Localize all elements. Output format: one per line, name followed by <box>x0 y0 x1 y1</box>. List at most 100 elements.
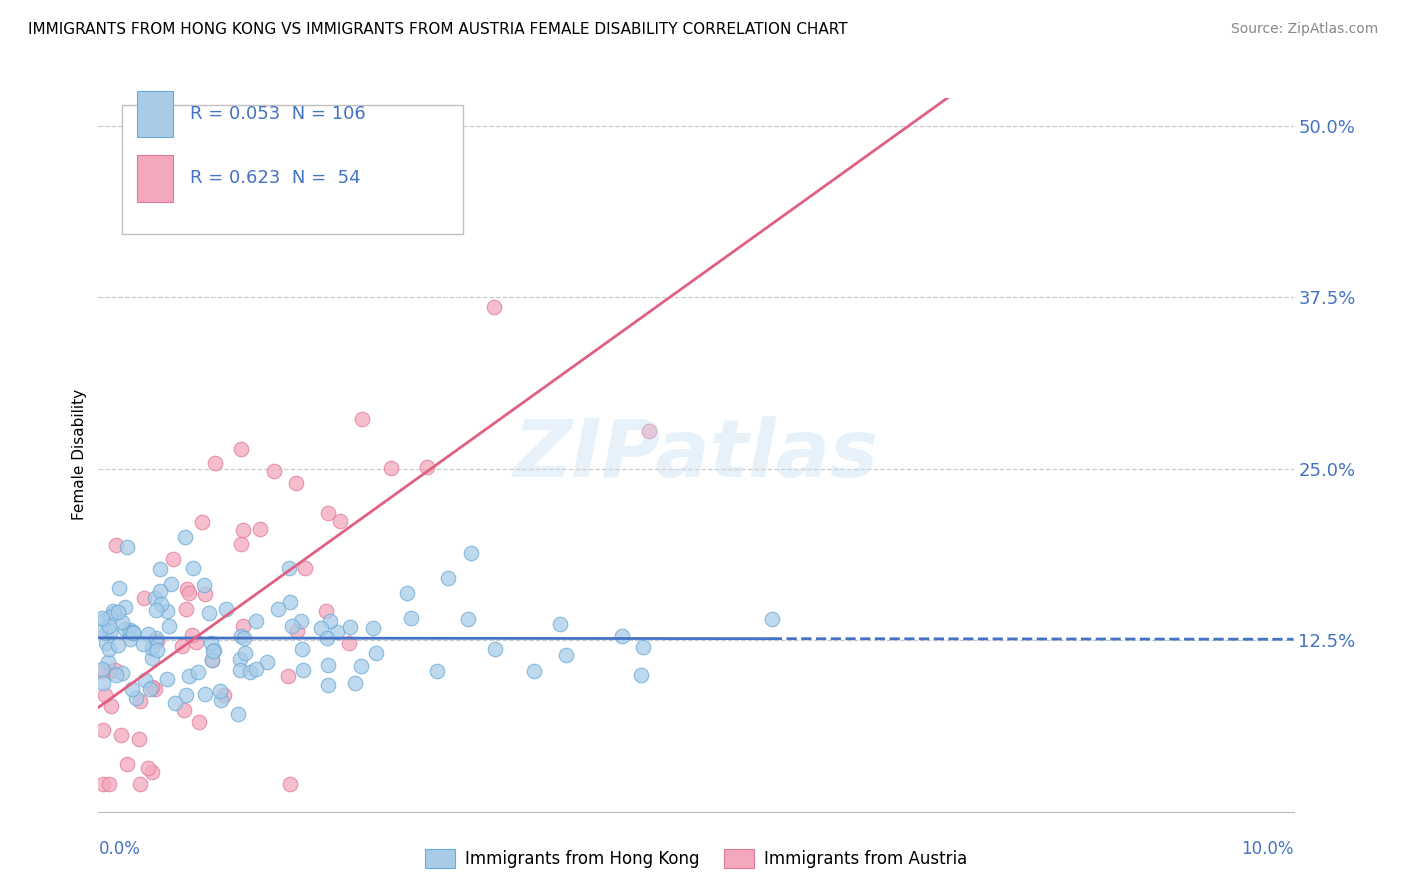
Point <box>97 656 120 670</box>
Text: 0.0%: 0.0% <box>98 840 141 858</box>
Point <box>141 650 163 665</box>
Point <box>120 632 142 647</box>
Point <box>204 456 226 470</box>
Point <box>249 522 271 536</box>
Text: R = 0.053  N = 106: R = 0.053 N = 106 <box>190 105 366 123</box>
Point <box>352 411 374 425</box>
Point <box>163 696 186 710</box>
Point <box>201 653 224 667</box>
Point <box>380 460 402 475</box>
Point <box>94 636 117 650</box>
Point <box>316 658 339 673</box>
Y-axis label: Female Disability: Female Disability <box>72 389 87 521</box>
Point <box>278 595 301 609</box>
Point <box>90 662 112 676</box>
Point <box>277 669 299 683</box>
Point <box>426 665 449 679</box>
Point <box>117 757 139 772</box>
Text: ZIPatlas: ZIPatlas <box>513 416 879 494</box>
Point <box>143 591 166 605</box>
Point <box>174 530 197 544</box>
Point <box>132 591 155 606</box>
Point <box>201 653 224 667</box>
Point <box>457 612 479 626</box>
Point <box>107 581 129 595</box>
Point <box>146 643 169 657</box>
Point <box>141 640 163 655</box>
Point <box>229 652 252 666</box>
Point <box>122 624 145 639</box>
Point <box>309 621 332 635</box>
Point <box>91 723 114 737</box>
Point <box>118 624 141 639</box>
Point <box>157 618 180 632</box>
Point <box>215 601 238 615</box>
Point <box>208 684 231 698</box>
Point <box>174 688 197 702</box>
Point <box>212 688 235 702</box>
Point <box>337 636 360 650</box>
Point <box>97 619 120 633</box>
Point <box>484 641 506 656</box>
Point <box>229 442 252 456</box>
Point <box>198 606 221 620</box>
Point <box>105 668 128 682</box>
Point <box>232 523 254 537</box>
Point <box>162 551 184 566</box>
Point <box>292 663 315 677</box>
Point <box>104 663 127 677</box>
Point <box>98 664 121 678</box>
Point <box>105 538 128 552</box>
Point <box>523 664 546 678</box>
Text: Source: ZipAtlas.com: Source: ZipAtlas.com <box>1230 22 1378 37</box>
Point <box>245 662 267 676</box>
Point <box>266 602 288 616</box>
Point <box>107 638 129 652</box>
Point <box>145 603 167 617</box>
Bar <box>136 155 173 202</box>
Point <box>631 640 654 654</box>
Point <box>399 611 422 625</box>
Point <box>638 425 661 439</box>
Point <box>117 541 139 555</box>
Point <box>121 625 143 640</box>
Point <box>118 624 141 638</box>
Point <box>202 644 225 658</box>
Point <box>285 624 308 638</box>
Point <box>103 606 125 620</box>
Point <box>291 641 314 656</box>
Point <box>124 690 146 705</box>
Point <box>143 682 166 697</box>
Point <box>229 536 252 550</box>
Point <box>194 587 217 601</box>
Point <box>339 620 361 634</box>
Point <box>761 612 783 626</box>
Point <box>100 698 122 713</box>
Point <box>290 614 312 628</box>
Point <box>484 300 506 314</box>
Point <box>93 676 115 690</box>
Point <box>98 777 121 791</box>
Point <box>630 668 652 682</box>
Point <box>97 642 120 657</box>
Point <box>156 672 179 686</box>
Point <box>110 728 132 742</box>
Point <box>416 460 439 475</box>
Point <box>437 571 460 585</box>
Point <box>231 629 253 643</box>
Point <box>278 561 301 575</box>
Point <box>100 610 122 624</box>
Point <box>281 619 304 633</box>
Point <box>315 604 337 618</box>
Point <box>550 617 572 632</box>
Point <box>256 655 278 669</box>
Point <box>121 681 143 696</box>
Point <box>350 658 373 673</box>
Point <box>316 506 339 520</box>
Point <box>136 627 159 641</box>
Point <box>93 613 115 627</box>
Point <box>226 706 249 721</box>
Point <box>136 761 159 775</box>
Point <box>141 765 163 780</box>
Text: R = 0.623  N =  54: R = 0.623 N = 54 <box>190 169 361 187</box>
